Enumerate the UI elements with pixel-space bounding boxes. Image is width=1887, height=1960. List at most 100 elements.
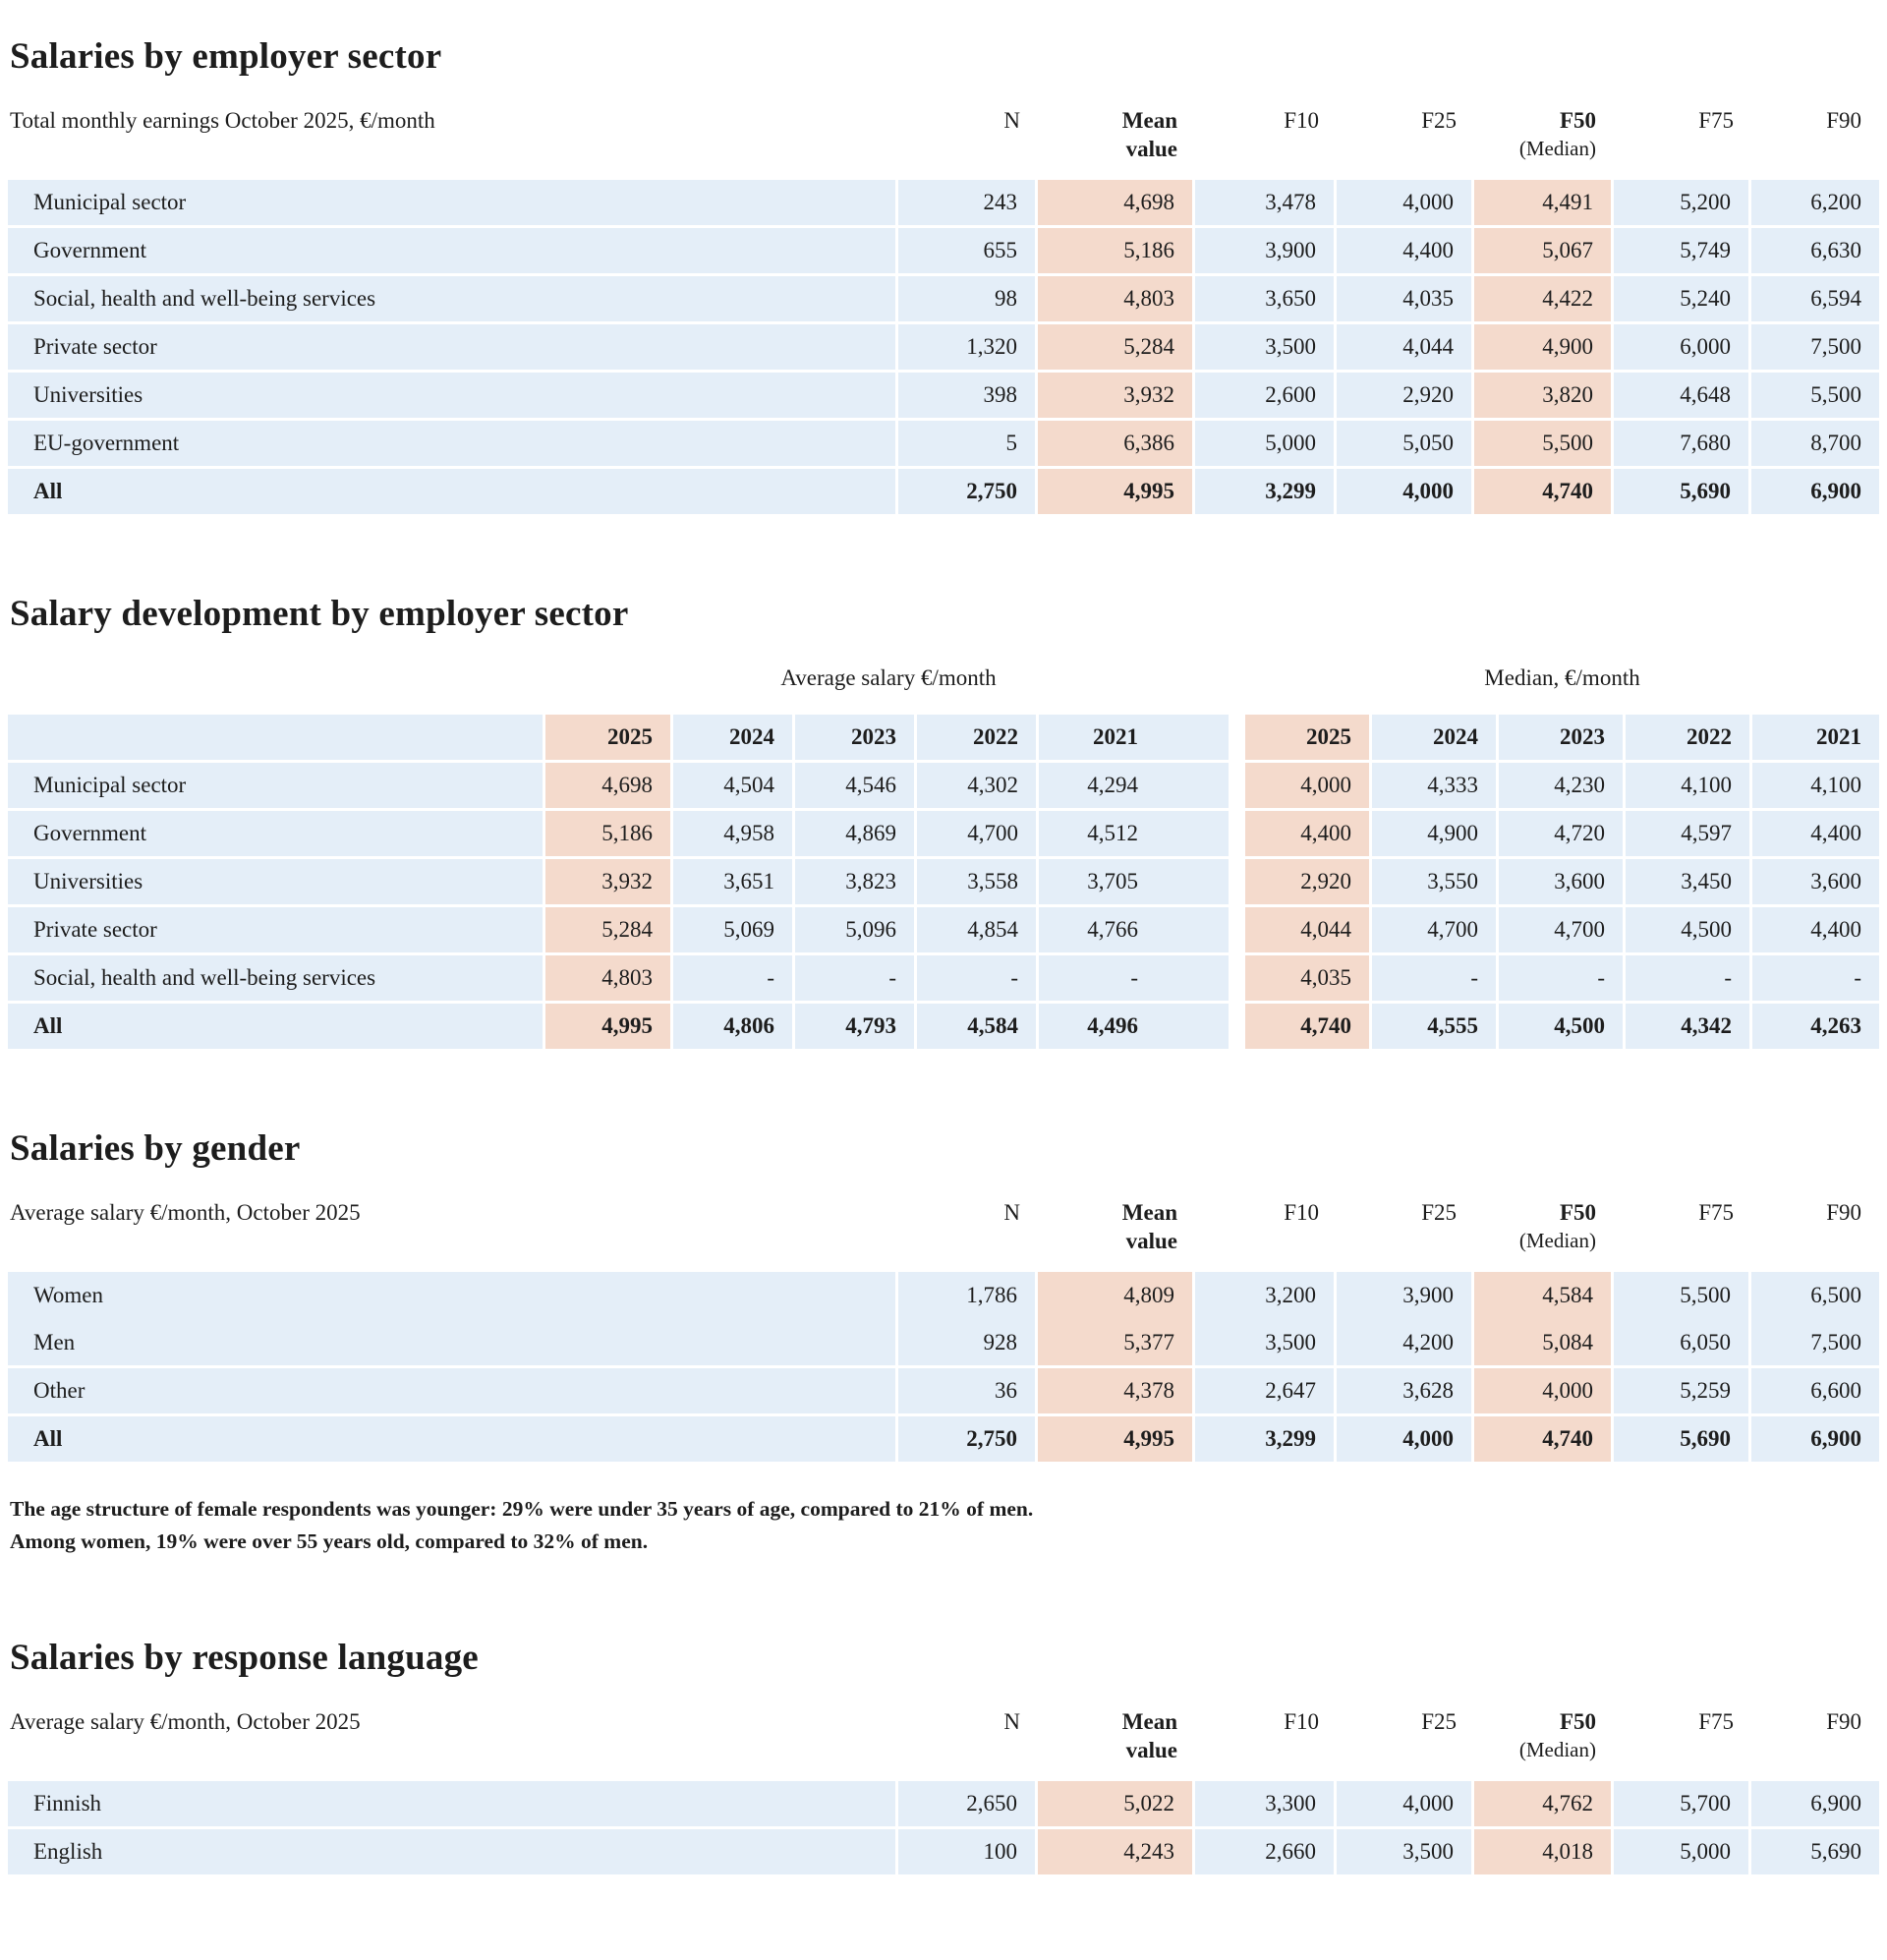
value-cell: 8,700 — [1751, 420, 1879, 466]
value-cell: 4,333 — [1372, 763, 1499, 809]
value-cell: 4,000 — [1474, 1367, 1614, 1413]
value-cell: 5,084 — [1474, 1319, 1614, 1365]
section-title: Salaries by gender — [10, 1128, 301, 1170]
group-gap — [1231, 1004, 1245, 1050]
value-cell: 4,900 — [1372, 811, 1499, 857]
value-cell: 4,400 — [1752, 811, 1879, 857]
column-header: N — [1003, 108, 1020, 133]
value-cell: 4,869 — [795, 811, 917, 857]
value-cell: 4,803 — [1038, 275, 1195, 321]
value-cell: 4,422 — [1474, 275, 1614, 321]
section-salaries-by-employer-sector: Salaries by employer sector Total monthl… — [8, 35, 1879, 514]
value-cell: 4,803 — [545, 955, 673, 1002]
value-cell: 5,500 — [1614, 1271, 1751, 1320]
table-row: All 2,750 4,995 3,299 4,000 4,740 5,690 6,900 — [8, 1415, 1879, 1462]
value-cell: 5,500 — [1474, 420, 1614, 466]
value-cell: 4,900 — [1474, 323, 1614, 370]
value-cell: 3,500 — [1195, 323, 1337, 370]
row-label: Government — [8, 227, 898, 273]
column-header: 2022 — [917, 715, 1039, 761]
value-cell: 5,200 — [1614, 179, 1751, 225]
column-header: 2023 — [1499, 715, 1626, 761]
section-title: Salaries by response language — [10, 1638, 479, 1679]
row-label: Men — [8, 1319, 898, 1365]
value-cell: 1,786 — [898, 1271, 1038, 1320]
table-row: Finnish 2,650 5,022 3,300 4,000 4,762 5,700 6,9… — [8, 1780, 1879, 1826]
value-cell: 4,400 — [1245, 811, 1372, 857]
value-cell: 4,294 — [1039, 763, 1231, 809]
value-cell: 4,584 — [917, 1004, 1039, 1050]
value-cell: 3,650 — [1195, 275, 1337, 321]
value-cell: 5,186 — [545, 811, 673, 857]
value-cell: 3,628 — [1337, 1367, 1474, 1413]
value-cell: 6,200 — [1751, 179, 1879, 225]
value-cell: 4,000 — [1337, 1415, 1474, 1462]
value-cell: 2,660 — [1195, 1828, 1337, 1874]
value-cell: 5,700 — [1614, 1780, 1751, 1826]
value-cell: 4,044 — [1337, 323, 1474, 370]
value-cell: - — [1626, 955, 1752, 1002]
value-cell: 4,995 — [1038, 1415, 1195, 1462]
value-cell: 6,630 — [1751, 227, 1879, 273]
value-cell: 98 — [898, 275, 1038, 321]
value-cell: 5,000 — [1614, 1828, 1751, 1874]
column-header: F90 — [1826, 1709, 1861, 1735]
value-cell: 7,500 — [1751, 1319, 1879, 1365]
value-cell: 5,186 — [1038, 227, 1195, 273]
value-cell: 5,284 — [1038, 323, 1195, 370]
table-row: Private sector 5,284 5,069 5,096 4,854 4,766 4… — [8, 907, 1879, 953]
value-cell: 3,600 — [1499, 859, 1626, 905]
column-group-label: Median, €/month — [1484, 664, 1640, 690]
column-header: F25 — [1421, 1709, 1457, 1735]
column-header: 2024 — [1372, 715, 1499, 761]
value-cell: 5,377 — [1038, 1319, 1195, 1365]
value-cell: 4,762 — [1474, 1780, 1614, 1826]
value-cell: 6,500 — [1751, 1271, 1879, 1320]
table-row: Universities 3,932 3,651 3,823 3,558 3,705 2,9… — [8, 859, 1879, 905]
value-cell: 928 — [898, 1319, 1038, 1365]
value-cell: - — [1752, 955, 1879, 1002]
value-cell: 4,700 — [917, 811, 1039, 857]
column-header: 2025 — [1245, 715, 1372, 761]
value-cell: 4,400 — [1337, 227, 1474, 273]
column-header: 2022 — [1626, 715, 1752, 761]
column-header: F10 — [1284, 108, 1319, 133]
value-cell: 4,302 — [917, 763, 1039, 809]
value-cell: 3,478 — [1195, 179, 1337, 225]
value-cell: 4,496 — [1039, 1004, 1231, 1050]
year-header-row: 2025 2024 2023 2022 2021 2025 2024 2023 2022 2021 — [8, 715, 1879, 761]
value-cell: 6,594 — [1751, 275, 1879, 321]
column-header: F25 — [1421, 108, 1457, 133]
column-header: F90 — [1826, 1200, 1861, 1226]
value-cell: 4,720 — [1499, 811, 1626, 857]
table-row: Women 1,786 4,809 3,200 3,900 4,584 5,500 6,500 — [8, 1271, 1879, 1320]
corner-cell — [8, 715, 545, 761]
footnote: The age structure of female respondents … — [8, 1493, 1879, 1559]
value-cell: 3,651 — [673, 859, 795, 905]
value-cell: - — [795, 955, 917, 1002]
column-header: Mean value — [1121, 108, 1177, 161]
value-cell: 5,067 — [1474, 227, 1614, 273]
section-title: Salaries by employer sector — [10, 36, 442, 77]
value-cell: 4,793 — [795, 1004, 917, 1050]
value-cell: 3,600 — [1752, 859, 1879, 905]
value-cell: 4,100 — [1752, 763, 1879, 809]
value-cell: 4,740 — [1474, 468, 1614, 514]
table-header-row: Average salary €/month, October 2025 N Mea… — [8, 1199, 1879, 1272]
column-header: F10 — [1284, 1709, 1319, 1735]
value-cell: 4,000 — [1245, 763, 1372, 809]
table-row: Social, health and well-being services 4,… — [8, 955, 1879, 1002]
value-cell: 5,069 — [673, 907, 795, 953]
column-header: 2021 — [1039, 715, 1231, 761]
column-header: 2021 — [1752, 715, 1879, 761]
column-header: F90 — [1826, 108, 1861, 133]
value-cell: 4,597 — [1626, 811, 1752, 857]
column-header: 2025 — [545, 715, 673, 761]
value-cell: 3,705 — [1039, 859, 1231, 905]
value-cell: 4,000 — [1337, 179, 1474, 225]
value-cell: 3,500 — [1195, 1319, 1337, 1365]
row-label: Private sector — [8, 907, 545, 953]
value-cell: 5,690 — [1751, 1828, 1879, 1874]
value-cell: 3,450 — [1626, 859, 1752, 905]
row-label: Government — [8, 811, 545, 857]
